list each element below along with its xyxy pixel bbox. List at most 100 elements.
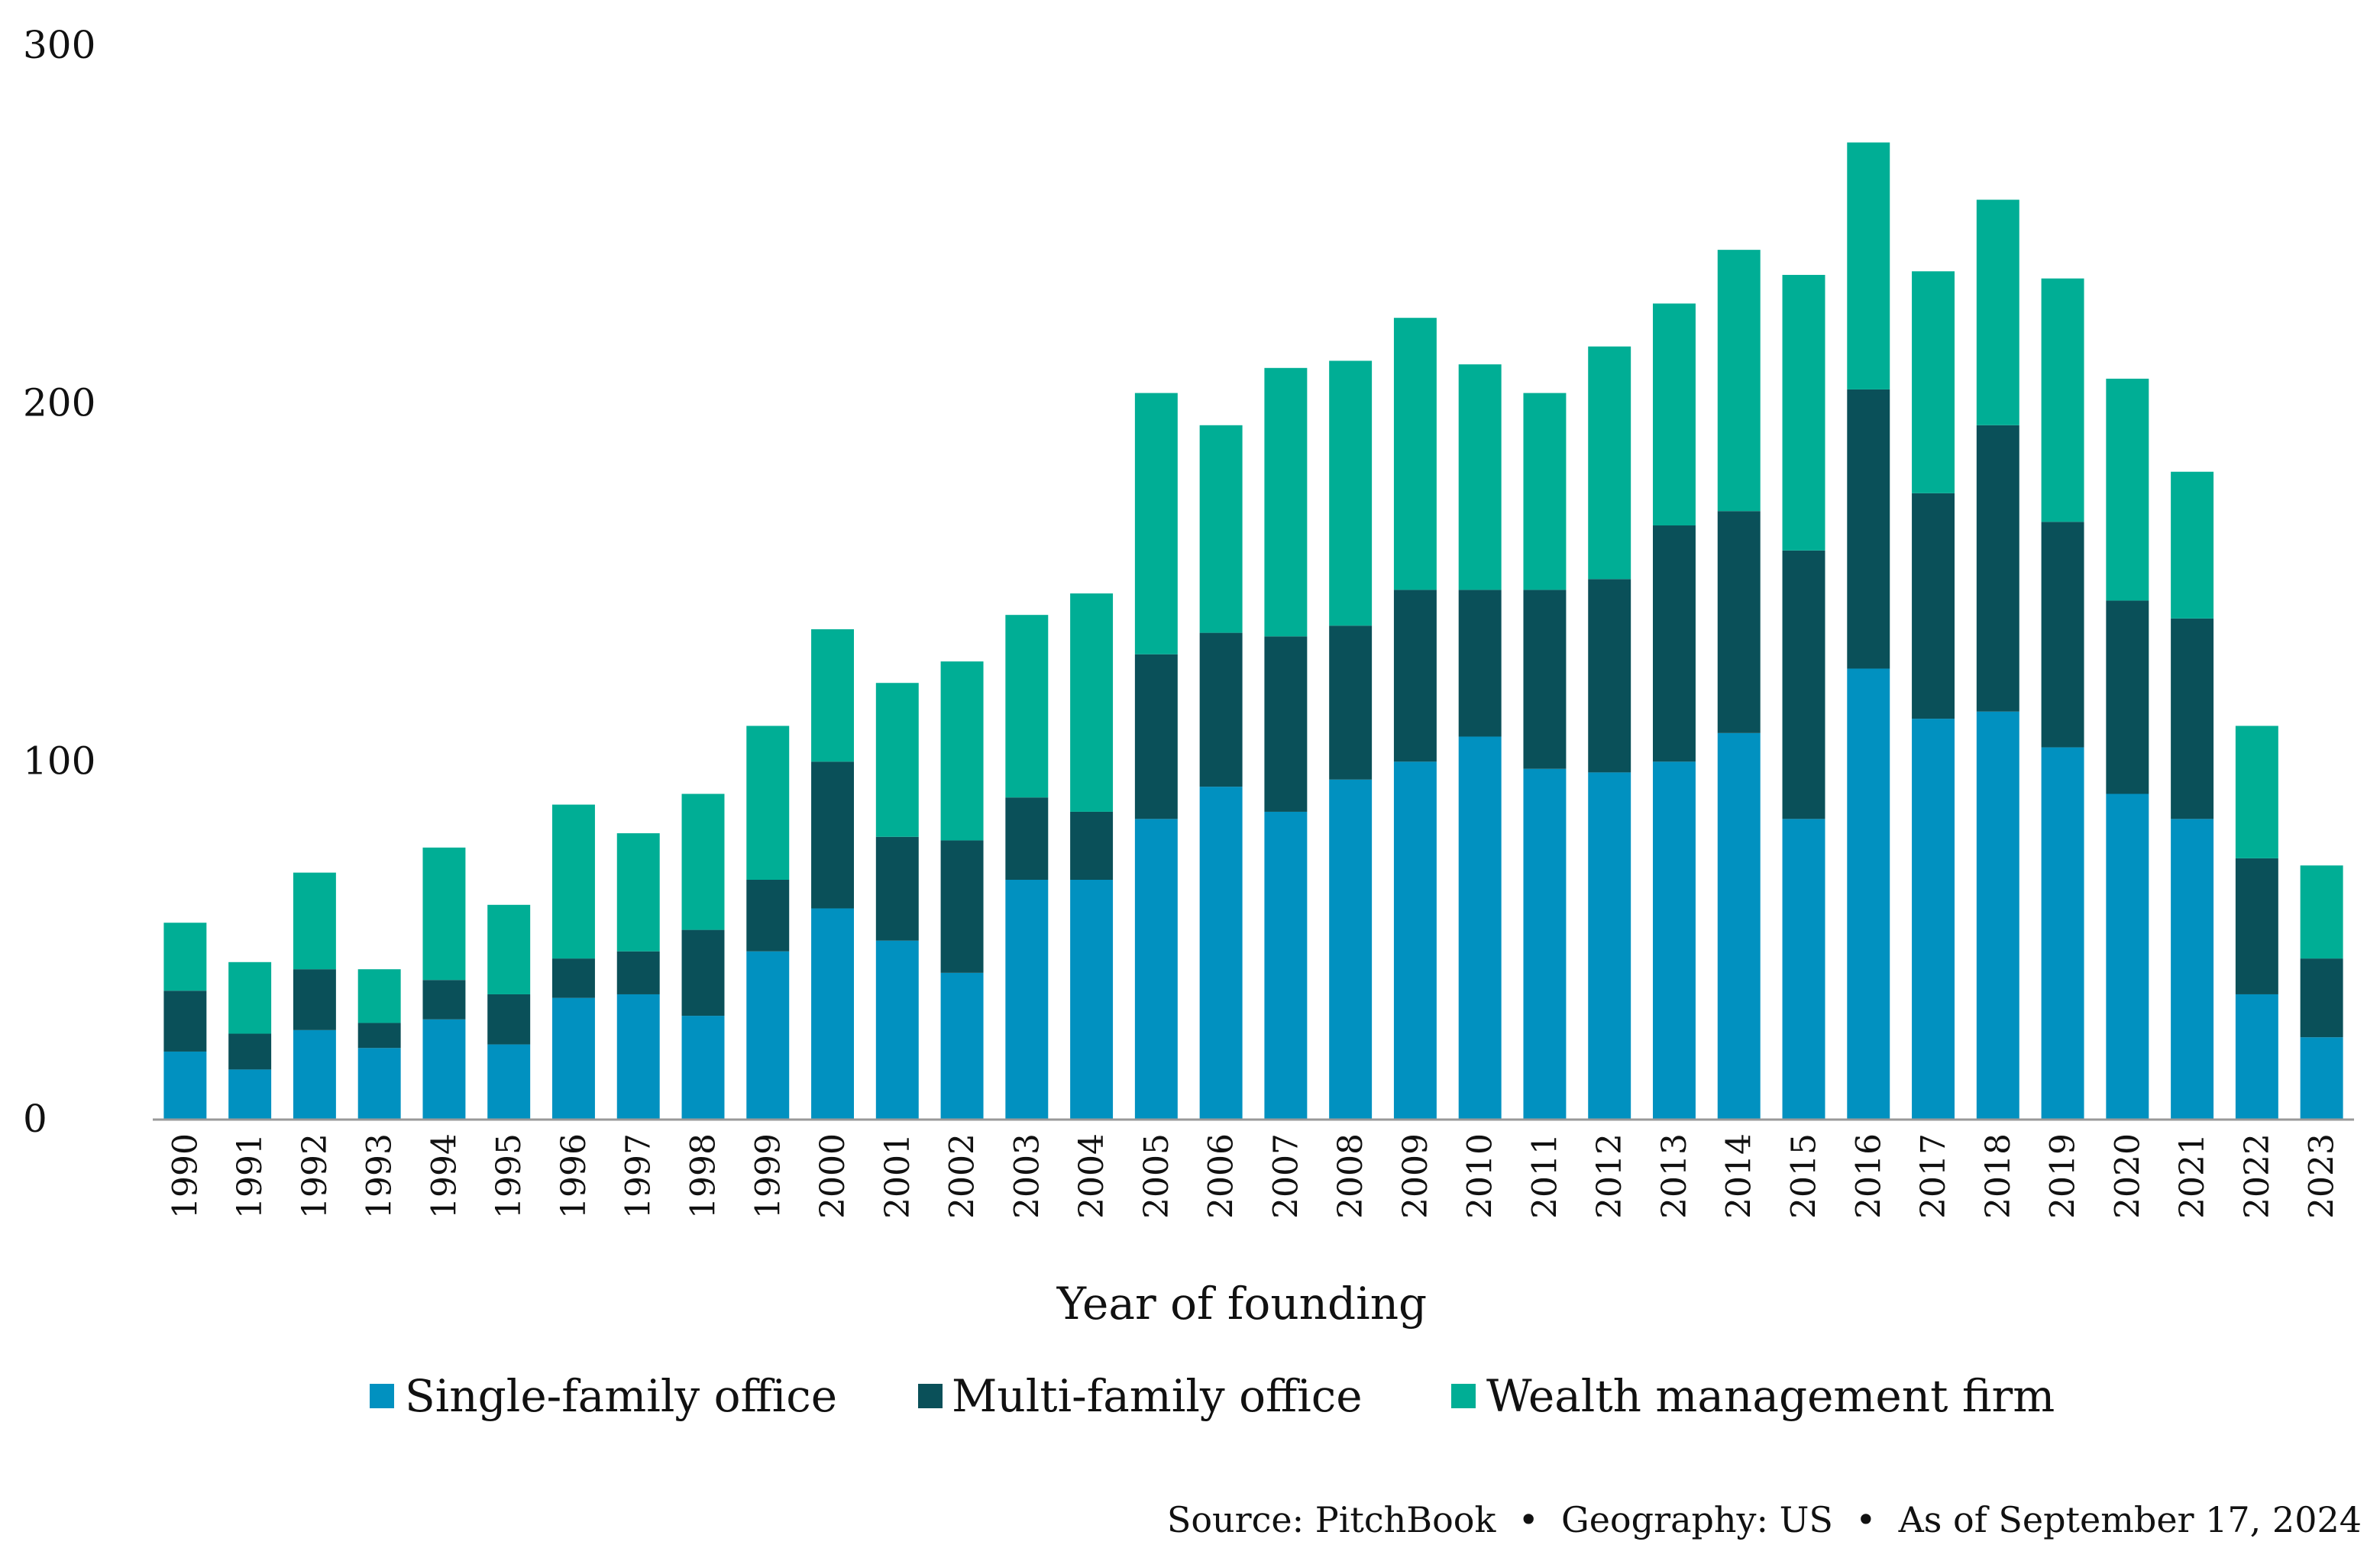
bar-wealth-management-firm-2010	[1458, 364, 1502, 590]
bar-wealth-management-firm-1994	[422, 847, 466, 981]
source-note: Source: PitchBook • Geography: US • As o…	[1167, 1499, 2362, 1540]
bar-wealth-management-firm-1996	[552, 804, 595, 959]
bar-multi-family-office-2023	[2300, 958, 2343, 1038]
bar-multi-family-office-1994	[422, 980, 466, 1020]
bar-multi-family-office-1990	[163, 991, 207, 1052]
bar-single-family-office-2002	[940, 972, 984, 1120]
bar-single-family-office-2007	[1264, 811, 1308, 1120]
bar-wealth-management-firm-2016	[1847, 142, 1890, 389]
x-tick-label-2022: 2022	[2238, 1133, 2277, 1219]
bar-multi-family-office-2002	[940, 840, 984, 973]
legend-swatch-multi-family	[918, 1384, 943, 1408]
y-tick-label-200: 200	[23, 381, 95, 425]
bar-multi-family-office-2016	[1847, 389, 1890, 669]
bar-single-family-office-2014	[1717, 732, 1761, 1120]
x-tick-label-2021: 2021	[2173, 1133, 2212, 1219]
x-tick-label-2008: 2008	[1331, 1133, 1370, 1219]
bar-multi-family-office-2007	[1264, 636, 1308, 812]
bar-multi-family-office-1993	[357, 1023, 401, 1049]
bar-multi-family-office-2021	[2171, 618, 2214, 819]
x-tick-label-2018: 2018	[1979, 1133, 2018, 1219]
y-axis-ticks: 0 100 200 300	[23, 23, 95, 1141]
bar-wealth-management-firm-2006	[1199, 425, 1243, 633]
bar-single-family-office-2000	[811, 908, 854, 1120]
bar-wealth-management-firm-1993	[357, 969, 401, 1023]
bar-wealth-management-firm-2022	[2235, 726, 2278, 858]
bar-multi-family-office-1997	[616, 951, 660, 994]
bar-wealth-management-firm-2015	[1782, 274, 1825, 551]
bar-wealth-management-firm-2003	[1005, 615, 1049, 798]
x-tick-label-2000: 2000	[813, 1133, 852, 1219]
bar-wealth-management-firm-2005	[1134, 393, 1178, 654]
bar-single-family-office-2011	[1523, 768, 1567, 1120]
bar-multi-family-office-2012	[1588, 579, 1631, 773]
bar-multi-family-office-2009	[1393, 590, 1437, 762]
bar-multi-family-office-2000	[811, 761, 854, 909]
bar-wealth-management-firm-2018	[1976, 199, 2019, 425]
bar-single-family-office-1991	[228, 1069, 272, 1120]
x-tick-label-2014: 2014	[1720, 1133, 1759, 1219]
x-tick-label-1990: 1990	[166, 1133, 205, 1219]
x-tick-label-2006: 2006	[1202, 1133, 1241, 1219]
bar-wealth-management-firm-1991	[228, 961, 272, 1034]
bar-single-family-office-1993	[357, 1048, 401, 1120]
bar-single-family-office-1996	[552, 997, 595, 1120]
bar-single-family-office-1997	[616, 994, 660, 1120]
bar-single-family-office-2005	[1134, 819, 1178, 1120]
bar-wealth-management-firm-2000	[811, 629, 854, 762]
bar-wealth-management-firm-2007	[1264, 367, 1308, 637]
y-tick-label-300: 300	[23, 23, 95, 67]
x-tick-label-1997: 1997	[619, 1133, 658, 1219]
x-tick-label-1996: 1996	[555, 1133, 593, 1219]
bar-wealth-management-firm-2017	[1912, 271, 1955, 493]
bar-single-family-office-2021	[2171, 819, 2214, 1120]
bar-multi-family-office-2008	[1329, 625, 1373, 780]
bar-single-family-office-2015	[1782, 819, 1825, 1120]
bar-single-family-office-2017	[1912, 719, 1955, 1120]
y-tick-label-100: 100	[23, 738, 95, 783]
x-tick-label-2007: 2007	[1266, 1133, 1305, 1219]
bar-multi-family-office-2020	[2106, 600, 2149, 794]
bar-multi-family-office-2001	[875, 836, 919, 941]
bar-wealth-management-firm-2012	[1588, 346, 1631, 580]
bar-wealth-management-firm-1995	[487, 904, 531, 994]
bar-multi-family-office-1995	[487, 994, 531, 1045]
x-tick-label-2005: 2005	[1137, 1133, 1176, 1219]
bar-multi-family-office-2006	[1199, 632, 1243, 787]
bar-single-family-office-2006	[1199, 787, 1243, 1120]
bar-single-family-office-2009	[1393, 761, 1437, 1120]
bar-multi-family-office-2019	[2041, 522, 2084, 748]
bar-multi-family-office-2017	[1912, 493, 1955, 719]
bar-multi-family-office-2003	[1005, 797, 1049, 880]
x-axis-ticks: 1990 1991 1992 1993 1994 1995 1996 1997 1998 1999…	[166, 1133, 2341, 1219]
x-tick-label-1991: 1991	[231, 1133, 270, 1219]
x-tick-label-2016: 2016	[1849, 1133, 1888, 1219]
bar-single-family-office-2010	[1458, 736, 1502, 1120]
legend: Single-family office Multi-family office…	[370, 1370, 2055, 1422]
x-tick-label-2017: 2017	[1914, 1133, 1953, 1219]
legend-label-wealth-management: Wealth management firm	[1486, 1370, 2055, 1422]
bar-multi-family-office-2011	[1523, 590, 1567, 769]
bar-multi-family-office-2013	[1653, 525, 1696, 762]
bar-wealth-management-firm-2002	[940, 661, 984, 841]
bar-multi-family-office-2005	[1134, 654, 1178, 819]
bar-wealth-management-firm-2023	[2300, 865, 2343, 959]
x-tick-label-1992: 1992	[296, 1133, 335, 1219]
bar-multi-family-office-2004	[1070, 811, 1114, 880]
bar-wealth-management-firm-2021	[2171, 471, 2214, 619]
y-tick-label-0: 0	[23, 1097, 47, 1141]
bar-multi-family-office-2015	[1782, 550, 1825, 819]
bar-multi-family-office-2022	[2235, 858, 2278, 994]
bar-wealth-management-firm-2004	[1070, 593, 1114, 812]
bar-single-family-office-2008	[1329, 779, 1373, 1120]
x-tick-label-2004: 2004	[1072, 1133, 1111, 1219]
bar-single-family-office-2023	[2300, 1037, 2343, 1120]
x-tick-label-2023: 2023	[2303, 1133, 2342, 1219]
bar-multi-family-office-2010	[1458, 590, 1502, 737]
bar-single-family-office-1990	[163, 1051, 207, 1120]
bar-wealth-management-firm-2008	[1329, 360, 1373, 626]
bar-single-family-office-2019	[2041, 747, 2084, 1120]
legend-label-multi-family: Multi-family office	[952, 1370, 1363, 1422]
bar-wealth-management-firm-2011	[1523, 393, 1567, 590]
bar-single-family-office-1995	[487, 1044, 531, 1120]
